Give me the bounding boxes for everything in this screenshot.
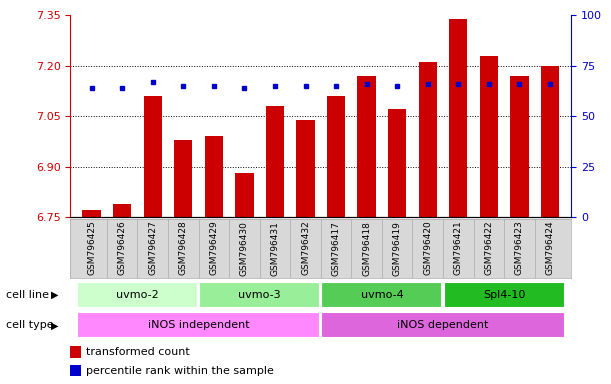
Bar	[388, 109, 406, 217]
Bar	[541, 66, 559, 217]
Text: cell type: cell type	[6, 320, 54, 331]
Bar	[70, 365, 81, 376]
Bar	[77, 282, 198, 308]
Bar	[266, 106, 284, 217]
Text: GSM796432: GSM796432	[301, 221, 310, 275]
Bar	[205, 136, 223, 217]
Bar	[480, 56, 498, 217]
Bar	[444, 282, 565, 308]
Text: GSM796417: GSM796417	[332, 221, 340, 276]
Bar	[296, 119, 315, 217]
Text: GSM796420: GSM796420	[423, 221, 432, 275]
Text: ▶: ▶	[51, 320, 59, 331]
Bar	[327, 96, 345, 217]
Text: GSM796430: GSM796430	[240, 221, 249, 276]
Text: ▶: ▶	[51, 290, 59, 300]
Text: iNOS dependent: iNOS dependent	[397, 320, 489, 331]
Bar	[82, 210, 101, 217]
Text: GSM796419: GSM796419	[393, 221, 401, 276]
Bar	[70, 346, 81, 358]
Text: cell line: cell line	[6, 290, 49, 300]
Text: uvmo-2: uvmo-2	[116, 290, 159, 300]
Text: GSM796427: GSM796427	[148, 221, 157, 275]
Text: GSM796422: GSM796422	[485, 221, 493, 275]
Bar	[113, 204, 131, 217]
Text: GSM796431: GSM796431	[271, 221, 279, 276]
Bar	[174, 140, 192, 217]
Text: GSM796418: GSM796418	[362, 221, 371, 276]
Text: GSM796425: GSM796425	[87, 221, 96, 275]
Bar	[510, 76, 529, 217]
Text: transformed count: transformed count	[86, 347, 190, 357]
Bar	[77, 313, 320, 338]
Text: GSM796421: GSM796421	[454, 221, 463, 275]
Text: GSM796423: GSM796423	[515, 221, 524, 275]
Text: GSM796424: GSM796424	[546, 221, 554, 275]
Text: Spl4-10: Spl4-10	[483, 290, 525, 300]
Bar	[321, 282, 442, 308]
Bar	[144, 96, 162, 217]
Bar	[235, 173, 254, 217]
Bar	[357, 76, 376, 217]
Text: GSM796428: GSM796428	[179, 221, 188, 275]
Bar	[199, 282, 320, 308]
Text: GSM796429: GSM796429	[210, 221, 218, 275]
Bar	[321, 313, 565, 338]
Text: percentile rank within the sample: percentile rank within the sample	[86, 366, 274, 376]
Text: iNOS independent: iNOS independent	[148, 320, 249, 331]
Text: GSM796426: GSM796426	[118, 221, 126, 275]
Bar	[449, 19, 467, 217]
Text: uvmo-3: uvmo-3	[238, 290, 281, 300]
Bar	[419, 62, 437, 217]
Text: uvmo-4: uvmo-4	[360, 290, 403, 300]
